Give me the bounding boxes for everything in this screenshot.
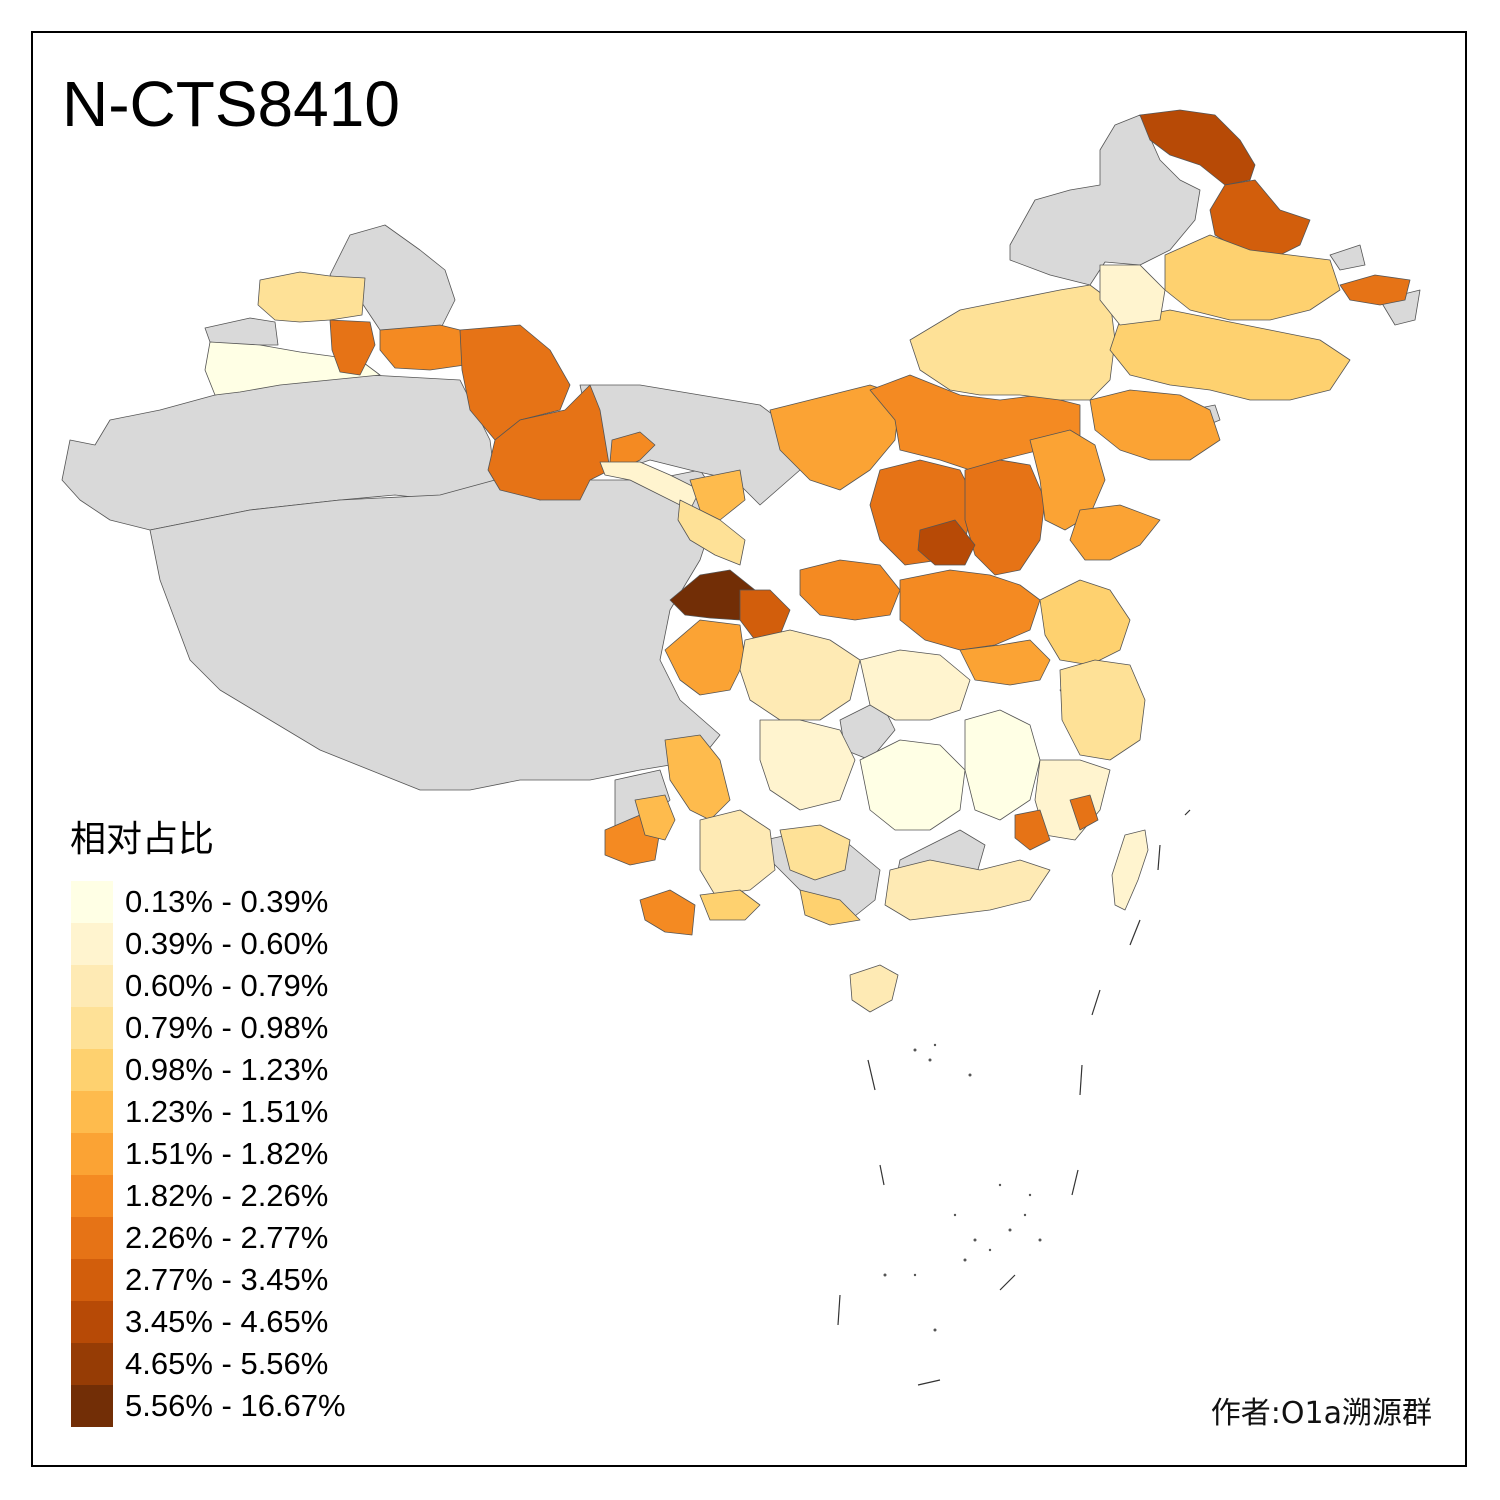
legend-label: 4.65% - 5.56% <box>125 1346 329 1382</box>
region-jilin-east-patch <box>1329 244 1366 271</box>
region-fujian-coast <box>1069 794 1099 831</box>
region-heilongjiang-northwest <box>1009 114 1201 286</box>
region-xinjiang-west <box>204 317 279 346</box>
map-frame <box>31 31 1467 1467</box>
region-xinjiang-bayingol <box>487 384 611 501</box>
legend-label: 0.13% - 0.39% <box>125 884 329 920</box>
region-yunnan-north <box>664 734 731 821</box>
legend-swatch <box>71 1301 113 1344</box>
legend-swatch <box>71 965 113 1008</box>
legend-swatch <box>71 1091 113 1134</box>
island-dots <box>883 1043 1042 1332</box>
legend-title: 相对占比 <box>70 819 215 860</box>
region-anhui-jiangsu <box>1039 579 1131 666</box>
region-liaoning <box>1089 389 1221 461</box>
region-xinjiang-ili <box>204 341 381 396</box>
legend-row: 0.98% - 1.23% <box>70 1049 328 1092</box>
legend-row: 3.45% - 4.65% <box>70 1301 328 1344</box>
legend-row: 1.23% - 1.51% <box>70 1091 328 1134</box>
legend-row: 4.65% - 5.56% <box>70 1343 328 1386</box>
legend-row: 0.79% - 0.98% <box>70 1007 328 1050</box>
region-qinghai-east <box>677 499 746 566</box>
south-china-sea-islands <box>837 809 1191 1386</box>
region-xinjiang-hami <box>459 324 571 441</box>
region-shanxi <box>964 459 1046 576</box>
region-sichuan-basin <box>739 629 861 721</box>
region-heilongjiang-east <box>1339 274 1411 306</box>
region-yunnan-dehong <box>634 794 676 841</box>
legend-row: 1.82% - 2.26% <box>70 1175 328 1218</box>
legend-label: 0.79% - 0.98% <box>125 1010 329 1046</box>
region-shandong <box>1069 504 1161 561</box>
legend-label: 1.82% - 2.26% <box>125 1178 329 1214</box>
legend-swatch <box>71 923 113 966</box>
legend-row: 5.56% - 16.67% <box>70 1385 346 1428</box>
region-innermongolia-east <box>909 284 1116 401</box>
region-chongqing-guizhou <box>759 719 856 811</box>
legend-label: 0.39% - 0.60% <box>125 926 329 962</box>
region-zhejiang <box>1059 659 1146 761</box>
legend-swatch <box>71 1343 113 1386</box>
region-shanxi-south-dark <box>917 519 976 566</box>
region-xinjiang-altay <box>257 271 366 323</box>
map-title: N-CTS8410 <box>62 68 400 140</box>
region-guangdong <box>884 859 1051 921</box>
region-sichuan-aba <box>664 619 746 696</box>
legend-label: 2.26% - 2.77% <box>125 1220 329 1256</box>
legend-label: 5.56% - 16.67% <box>125 1388 346 1424</box>
region-yunnan-south <box>639 889 696 936</box>
region-guangxi-south <box>799 889 861 926</box>
region-tibet-qinghai <box>149 469 721 791</box>
region-heilongjiang-heihe <box>1209 179 1311 261</box>
region-xinjiang-karamay <box>329 319 376 376</box>
region-shaanxi-guanzhong <box>799 559 901 621</box>
region-hunan <box>859 739 966 831</box>
legend-row: 2.77% - 3.45% <box>70 1259 328 1302</box>
legend-swatch <box>71 1049 113 1092</box>
legend-swatch <box>71 1385 113 1428</box>
region-taiwan <box>1111 829 1149 911</box>
legend-label: 1.23% - 1.51% <box>125 1094 329 1130</box>
legend-swatch <box>71 1217 113 1260</box>
region-gansu-jiuquan <box>689 469 746 521</box>
legend-swatch <box>71 1007 113 1050</box>
region-innermongolia-west <box>769 384 901 491</box>
region-yunnan-central <box>699 809 776 896</box>
region-heilongjiang-central <box>1164 234 1341 321</box>
legend-swatch <box>71 1133 113 1176</box>
legend-swatch <box>71 1175 113 1218</box>
author-credit: 作者:O1a溯源群 <box>1210 1396 1432 1431</box>
region-guangxi <box>779 824 851 881</box>
legend-row: 2.26% - 2.77% <box>70 1217 328 1260</box>
legend-label: 0.98% - 1.23% <box>125 1052 329 1088</box>
region-jiangxi <box>964 709 1041 821</box>
region-henan-south <box>959 639 1051 686</box>
legend-label: 1.51% - 1.82% <box>125 1136 329 1172</box>
legend-swatch <box>71 881 113 924</box>
legend-row: 0.13% - 0.39% <box>70 881 328 924</box>
legend-label: 2.77% - 3.45% <box>125 1262 329 1298</box>
legend-swatch <box>71 1259 113 1302</box>
region-guangdong-north <box>1014 809 1051 851</box>
legend-label: 3.45% - 4.65% <box>125 1304 329 1340</box>
region-yunnan-southeast <box>699 889 761 921</box>
legend-row: 0.60% - 0.79% <box>70 965 328 1008</box>
legend-row: 1.51% - 1.82% <box>70 1133 328 1176</box>
legend-row: 0.39% - 0.60% <box>70 923 328 966</box>
legend: 相对占比 0.13% - 0.39% 0.39% - 0.60% 0.60% - 0… <box>70 818 346 1428</box>
region-henan <box>899 569 1041 651</box>
region-jilin-west <box>1099 264 1166 326</box>
region-xinjiang-north <box>329 224 456 331</box>
region-hainan <box>849 964 899 1013</box>
legend-label: 0.60% - 0.79% <box>125 968 329 1004</box>
region-hubei <box>859 649 971 721</box>
legend-items: 0.13% - 0.39% 0.39% - 0.60% 0.60% - 0.79% 0… <box>70 881 346 1428</box>
region-xinjiang-turpan <box>379 324 466 371</box>
region-heilongjiang-north <box>1139 109 1256 186</box>
region-jilin <box>1109 309 1351 401</box>
